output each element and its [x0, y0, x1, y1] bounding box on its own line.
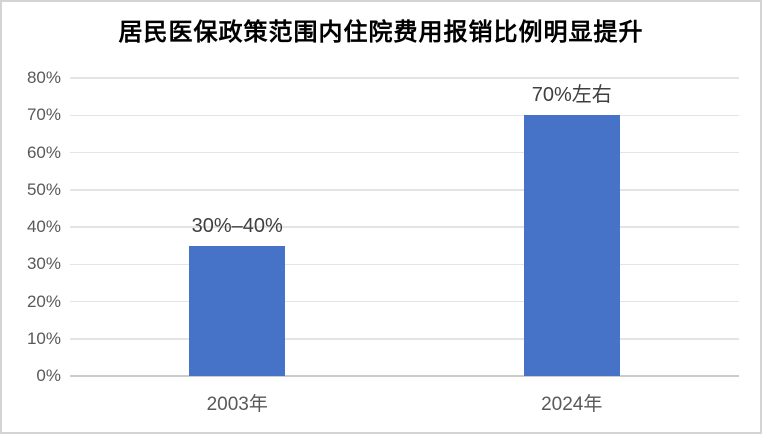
- gridline: [70, 114, 739, 116]
- y-axis-tick-label: 0%: [36, 366, 61, 385]
- y-axis-tick-label: 50%: [26, 179, 61, 199]
- gridline: [70, 77, 739, 79]
- plot-area: 0% 10% 20% 30% 40% 50% 60% 70% 80% 30%–40% 2003年 70…: [27, 68, 739, 415]
- bar-2003年: [189, 245, 286, 376]
- gridline: [70, 151, 739, 154]
- y-axis-tick-label: 40%: [26, 217, 61, 236]
- y-axis-tick-label: 30%: [26, 254, 61, 274]
- y-axis-tick-label: 10%: [26, 328, 61, 348]
- gridline: [70, 263, 739, 265]
- bar-2024年: [523, 115, 620, 376]
- gridline: [70, 300, 739, 303]
- bar-data-label: 30%–40%: [191, 214, 283, 237]
- gridline: [70, 226, 739, 228]
- y-axis-tick-label: 60%: [26, 142, 61, 162]
- x-axis-tick-label: 2024年: [541, 394, 603, 415]
- y-axis-tick-label: 20%: [26, 291, 61, 311]
- x-axis-line: [70, 375, 739, 377]
- chart-title: 居民医保政策范围内住院费用报销比例明显提升: [118, 19, 644, 46]
- gridline: [70, 338, 739, 340]
- y-axis-tick-label: 70%: [26, 105, 61, 125]
- x-axis-tick-label: 2003年: [206, 394, 268, 415]
- y-axis-tick-label: 80%: [26, 68, 61, 87]
- bar-data-label: 70%左右: [531, 84, 612, 107]
- gridline: [70, 189, 739, 191]
